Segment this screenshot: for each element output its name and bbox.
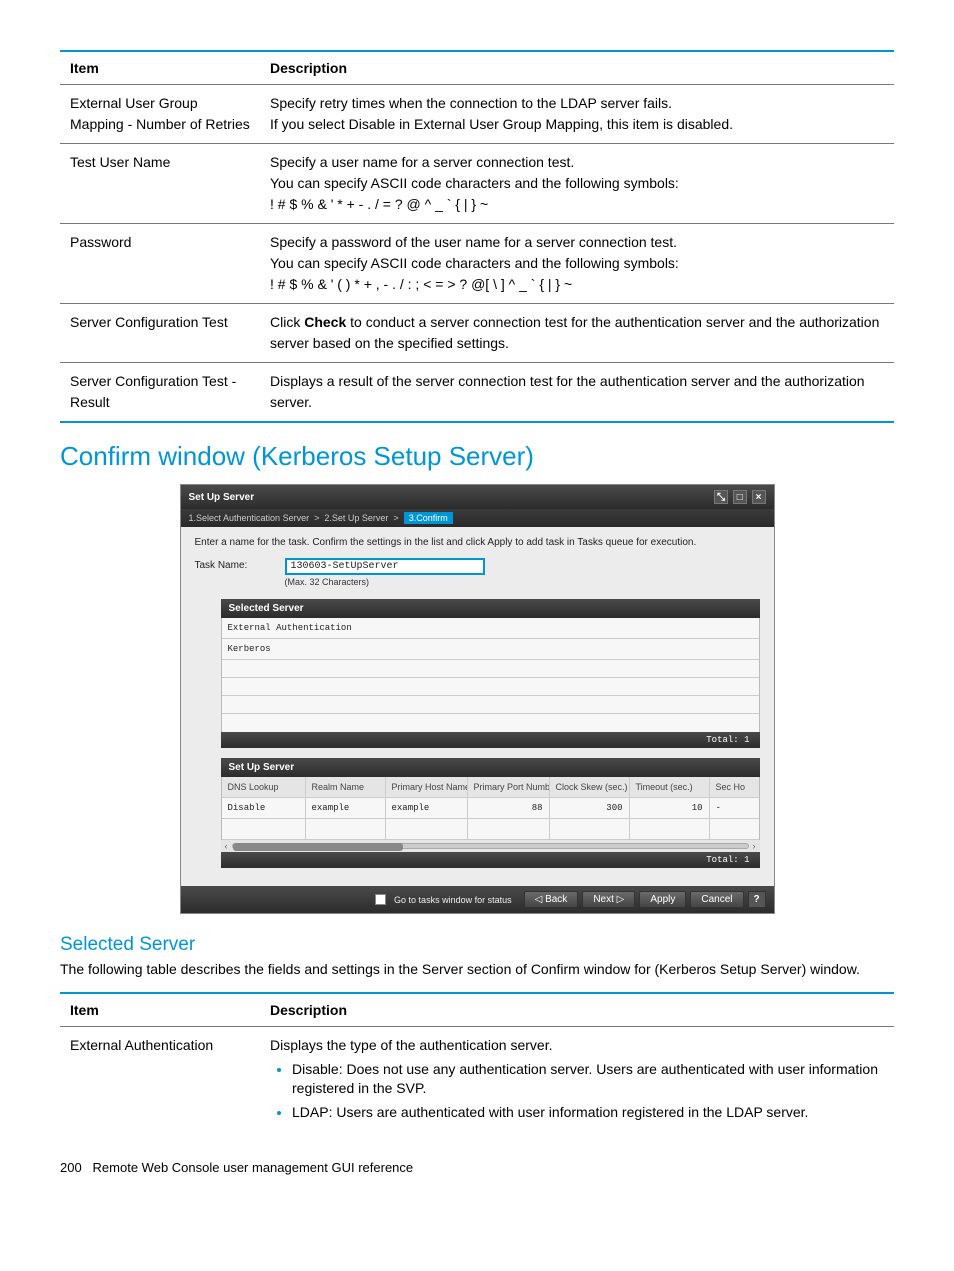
cancel-button[interactable]: Cancel [690, 891, 743, 908]
grid-cell: - [710, 798, 759, 818]
go-to-tasks-label: Go to tasks window for status [394, 895, 512, 905]
subsection-intro: The following table describes the fields… [60, 960, 894, 980]
selected-server-table: Item Description External Authentication… [60, 992, 894, 1135]
panel-total: Total: 1 [221, 852, 760, 868]
grid-cell: 300 [550, 798, 630, 818]
next-button[interactable]: Next ▷ [582, 891, 635, 908]
grid-cell: example [306, 798, 386, 818]
maximize-icon[interactable]: □ [733, 490, 747, 504]
item-cell: Server Configuration Test [60, 304, 260, 363]
table-row: Test User Name Specify a user name for a… [60, 144, 894, 224]
step-sep: > [314, 513, 319, 523]
scroll-left-icon[interactable]: ‹ [225, 841, 228, 851]
desc-bullet: LDAP: Users are authenticated with user … [292, 1103, 884, 1123]
table-row: Server Configuration Test Click Check to… [60, 304, 894, 363]
apply-button[interactable]: Apply [639, 891, 686, 908]
step-1: 1.Select Authentication Server [189, 513, 310, 523]
panel-header: Selected Server [221, 599, 760, 618]
desc-line: Displays a result of the server connecti… [270, 371, 884, 413]
desc-prefix: Click [270, 314, 304, 330]
window-titlebar: Set Up Server ⤡ □ × [181, 485, 774, 509]
col-desc: Description [260, 51, 894, 85]
section-heading: Confirm window (Kerberos Setup Server) [60, 441, 894, 472]
desc-bold: Check [304, 314, 346, 330]
desc-line: Specify a user name for a server connect… [270, 152, 884, 173]
task-name-hint: (Max. 32 Characters) [285, 577, 485, 587]
scroll-right-icon[interactable]: › [753, 841, 756, 851]
wizard-screenshot: Set Up Server ⤡ □ × 1.Select Authenticat… [180, 484, 775, 914]
grid-header: Primary Port Number [468, 777, 550, 797]
item-cell: External Authentication [60, 1026, 260, 1134]
window-title: Set Up Server [189, 492, 255, 503]
desc-cell: Specify a password of the user name for … [260, 224, 894, 304]
desc-line: You can specify ASCII code characters an… [270, 253, 884, 274]
grid-cell: External Authentication [222, 618, 759, 638]
grid-header: Primary Host Name [386, 777, 468, 797]
panel-total: Total: 1 [221, 732, 760, 748]
page-footer: 200 Remote Web Console user management G… [60, 1160, 894, 1175]
desc-line: If you select Disable in External User G… [270, 114, 884, 135]
desc-line: Specify a password of the user name for … [270, 232, 884, 253]
desc-cell: Specify a user name for a server connect… [260, 144, 894, 224]
grid-cell: 88 [468, 798, 550, 818]
desc-line: You can specify ASCII code characters an… [270, 173, 884, 194]
setup-server-panel: Set Up Server DNS Lookup Realm Name Prim… [221, 758, 760, 868]
item-cell: Server Configuration Test - Result [60, 363, 260, 423]
page-footer-text: Remote Web Console user management GUI r… [93, 1160, 414, 1175]
col-item: Item [60, 51, 260, 85]
table-row: Server Configuration Test - Result Displ… [60, 363, 894, 423]
grid-cell: Kerberos [222, 639, 759, 659]
task-name-input[interactable]: 130603-SetUpServer [285, 558, 485, 575]
item-cell: External User Group Mapping - Number of … [60, 85, 260, 144]
grid-header: Clock Skew (sec.) [550, 777, 630, 797]
desc-bullet: Disable: Does not use any authentication… [292, 1060, 884, 1099]
panel-header: Set Up Server [221, 758, 760, 777]
settings-table: Item Description External User Group Map… [60, 50, 894, 423]
close-icon[interactable]: × [752, 490, 766, 504]
step-sep: > [393, 513, 398, 523]
grid-header: DNS Lookup [222, 777, 306, 797]
grid-header: Timeout (sec.) [630, 777, 710, 797]
table-row: Password Specify a password of the user … [60, 224, 894, 304]
task-name-label: Task Name: [195, 558, 285, 571]
col-item: Item [60, 993, 260, 1027]
help-button[interactable]: ? [748, 891, 766, 908]
grid-header: Sec Ho [710, 777, 759, 797]
desc-cell: Specify retry times when the connection … [260, 85, 894, 144]
col-desc: Description [260, 993, 894, 1027]
desc-line: ! # $ % & ' ( ) * + , - . / : ; < = > ? … [270, 274, 884, 295]
restore-icon[interactable]: ⤡ [714, 490, 728, 504]
selected-server-panel: Selected Server External Authentication … [221, 599, 760, 748]
wizard-body: Enter a name for the task. Confirm the s… [181, 527, 774, 886]
grid-cell: 10 [630, 798, 710, 818]
wizard-steps: 1.Select Authentication Server > 2.Set U… [181, 509, 774, 527]
horizontal-scrollbar[interactable]: ‹ › [221, 840, 760, 852]
wizard-footer: Go to tasks window for status ◁ Back Nex… [181, 886, 774, 913]
item-cell: Password [60, 224, 260, 304]
grid-cell: example [386, 798, 468, 818]
subsection-heading: Selected Server [60, 934, 894, 956]
step-2: 2.Set Up Server [324, 513, 388, 523]
page-number: 200 [60, 1160, 82, 1175]
desc-cell: Displays a result of the server connecti… [260, 363, 894, 423]
desc-line: ! # $ % & ' * + - . / = ? @ ^ _ ` { | } … [270, 194, 884, 215]
desc-suffix: to conduct a server connection test for … [270, 314, 879, 351]
desc-cell: Click Check to conduct a server connecti… [260, 304, 894, 363]
desc-cell: Displays the type of the authentication … [260, 1026, 894, 1134]
window-controls: ⤡ □ × [712, 490, 766, 504]
table-row: External User Group Mapping - Number of … [60, 85, 894, 144]
grid-cell: Disable [222, 798, 306, 818]
desc-line: Specify retry times when the connection … [270, 93, 884, 114]
item-cell: Test User Name [60, 144, 260, 224]
go-to-tasks-checkbox[interactable] [375, 894, 386, 905]
wizard-instruction: Enter a name for the task. Confirm the s… [195, 537, 760, 548]
desc-lead: Displays the type of the authentication … [270, 1035, 884, 1056]
table-row: External Authentication Displays the typ… [60, 1026, 894, 1134]
back-button[interactable]: ◁ Back [524, 891, 579, 908]
grid-header: Realm Name [306, 777, 386, 797]
step-3-active: 3.Confirm [404, 512, 453, 524]
